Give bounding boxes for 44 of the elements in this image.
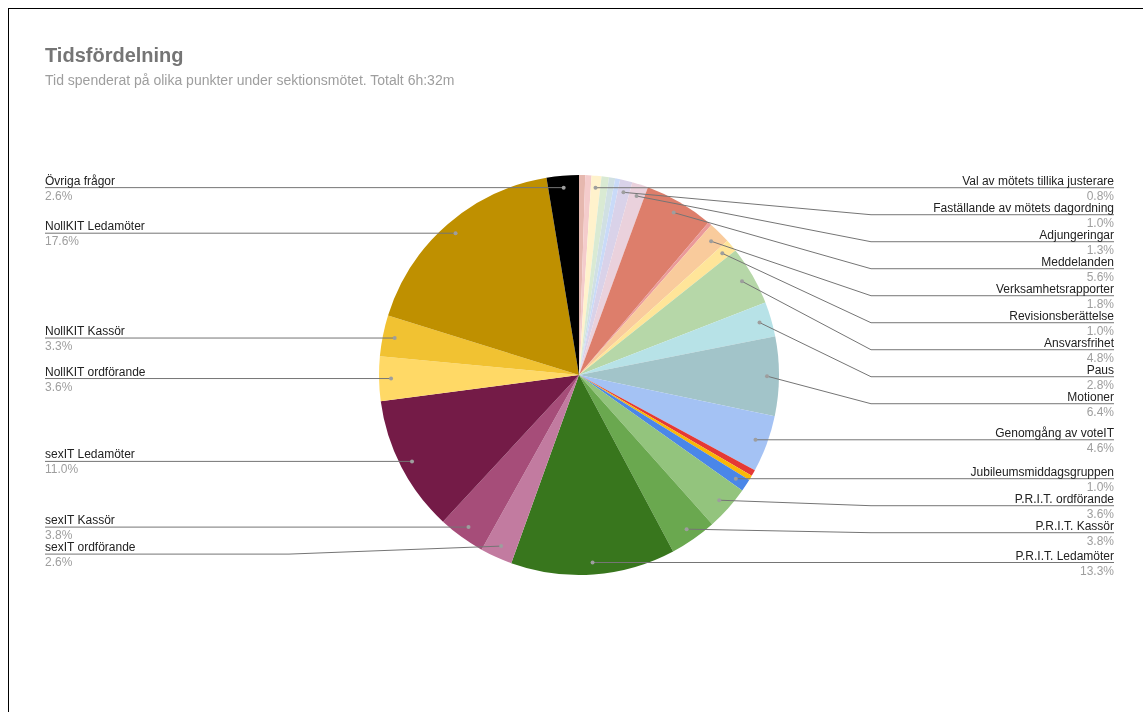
- data-label: 5.6%: [1086, 269, 1115, 284]
- data-label: 4.8%: [1086, 350, 1115, 365]
- data-label: 1.0%: [1086, 323, 1115, 338]
- slice-label: Adjungeringar: [1039, 227, 1114, 242]
- data-label: 3.6%: [1086, 506, 1115, 521]
- slice-label: Genomgång av voteIT: [995, 425, 1115, 440]
- slice-label: Jubileumsmiddagsgruppen: [970, 464, 1114, 479]
- slice-label: Ansvarsfrihet: [1043, 335, 1115, 350]
- slice-label: Faställande av mötets dagordning: [933, 200, 1114, 215]
- data-label: 2.6%: [45, 188, 73, 203]
- slice-label: sexIT Ledamöter: [45, 447, 135, 462]
- slice-label: P.R.I.T. Kassör: [1035, 518, 1114, 533]
- slice-label: Meddelanden: [1041, 254, 1114, 269]
- data-label: 3.6%: [45, 379, 73, 394]
- data-label: 3.3%: [45, 339, 73, 354]
- data-label: 1.3%: [1086, 242, 1115, 257]
- slice-label: P.R.I.T. Ledamöter: [1015, 548, 1114, 563]
- slice-label: P.R.I.T. ordförande: [1014, 491, 1115, 506]
- data-label: 11.0%: [45, 462, 79, 477]
- data-label: 0.8%: [1086, 188, 1115, 203]
- slice-label: Motioner: [1067, 389, 1114, 404]
- data-label: 1.0%: [1086, 479, 1115, 494]
- data-label: 1.0%: [1086, 215, 1115, 230]
- data-label: 6.4%: [1086, 404, 1115, 419]
- data-label: 4.6%: [1086, 440, 1115, 455]
- slice-label: Verksamhetsrapporter: [995, 281, 1114, 296]
- chart-title: Tidsfördelning: [45, 44, 184, 66]
- data-label: 3.8%: [1086, 533, 1115, 548]
- data-label: 1.8%: [1086, 296, 1115, 311]
- slice-label: Val av mötets tillika justerare: [962, 173, 1115, 188]
- slice-label: NollKIT Ledamöter: [45, 219, 145, 234]
- slice-label: NollKIT ordförande: [45, 364, 146, 379]
- data-label: 13.3%: [1079, 563, 1115, 578]
- data-label: 2.8%: [1086, 377, 1115, 392]
- slice-label: Revisionsberättelse: [1009, 308, 1115, 323]
- slice-label: sexIT ordförande: [45, 540, 136, 555]
- slice-label: Paus: [1086, 362, 1114, 377]
- slice-label: Övriga frågor: [45, 173, 116, 188]
- chart-subtitle: Tid spenderat på olika punkter under sektionsmötet. Totalt 6h:32m: [45, 72, 455, 88]
- data-label: 3.8%: [45, 528, 73, 543]
- slice-label: sexIT Kassör: [45, 513, 115, 528]
- data-label: 2.6%: [45, 555, 73, 570]
- slice-label: NollKIT Kassör: [45, 324, 125, 339]
- data-label: 17.6%: [45, 234, 80, 249]
